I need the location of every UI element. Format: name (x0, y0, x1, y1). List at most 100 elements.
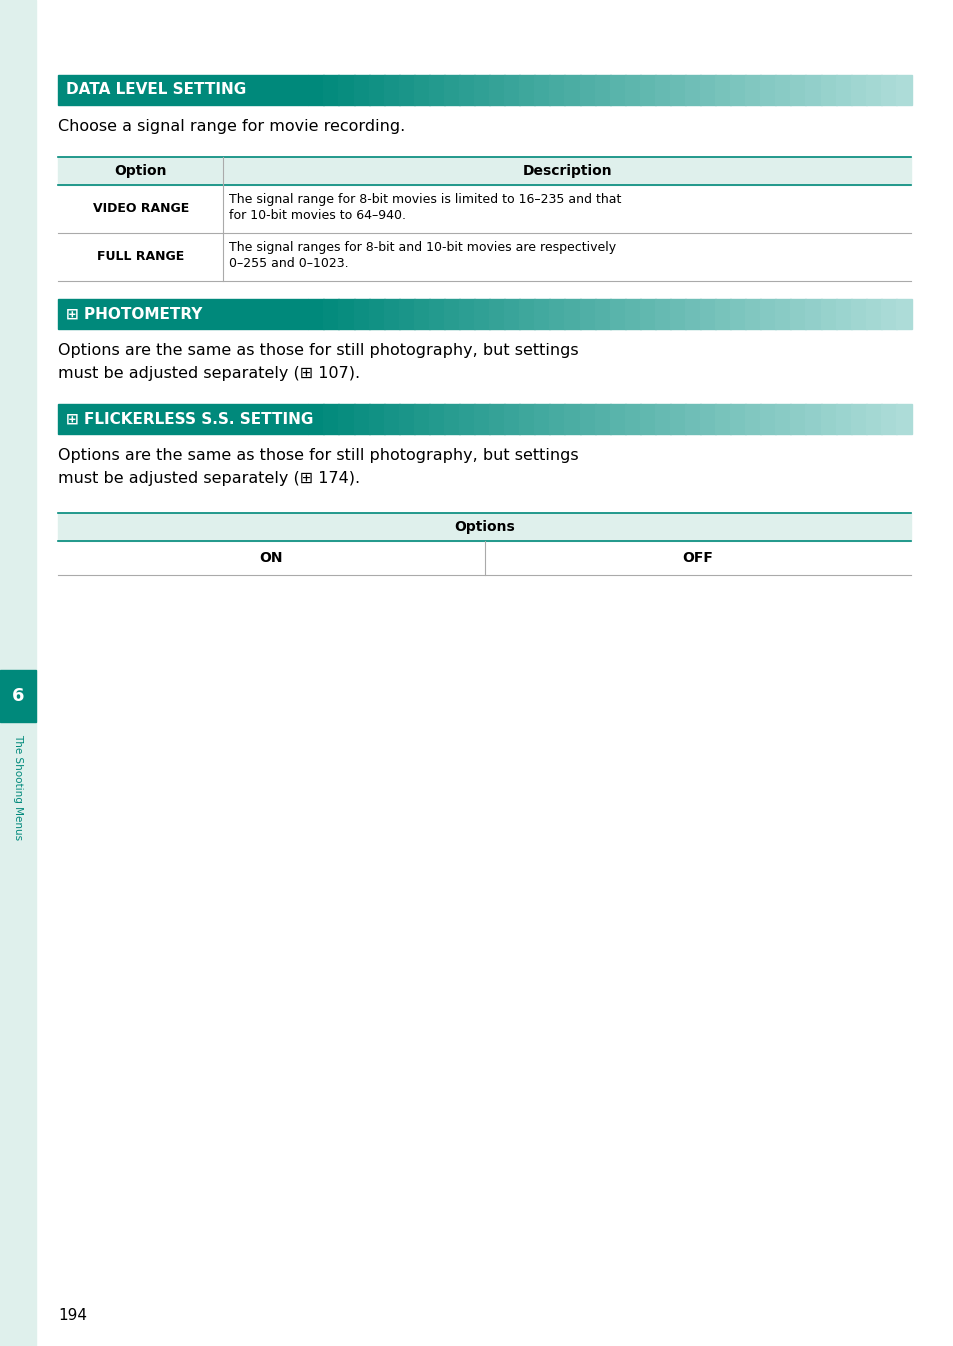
Bar (338, 299, 355, 328)
Bar (383, 75, 399, 105)
Bar (865, 75, 881, 105)
Text: must be adjusted separately (⊞ 107).: must be adjusted separately (⊞ 107). (58, 366, 360, 381)
Bar (58, 157, 910, 184)
Bar (880, 404, 896, 433)
Bar (715, 75, 730, 105)
Bar (684, 404, 700, 433)
Text: Options are the same as those for still photography, but settings: Options are the same as those for still … (58, 448, 578, 463)
Bar (354, 299, 369, 328)
Bar (58, 513, 910, 541)
Bar (639, 75, 655, 105)
Bar (458, 75, 475, 105)
Bar (368, 299, 384, 328)
Bar (654, 299, 670, 328)
Bar (865, 299, 881, 328)
Bar (429, 404, 444, 433)
Bar (578, 75, 595, 105)
Bar (0, 670, 36, 721)
Bar (624, 299, 640, 328)
Bar (0, 0, 36, 1346)
Bar (518, 404, 535, 433)
Text: VIDEO RANGE: VIDEO RANGE (92, 202, 189, 215)
Bar (338, 404, 355, 433)
Bar (700, 299, 716, 328)
Bar (775, 404, 791, 433)
Bar (383, 404, 399, 433)
Bar (489, 404, 505, 433)
Bar (804, 404, 821, 433)
Bar (729, 299, 745, 328)
Bar (744, 299, 760, 328)
Bar (503, 75, 519, 105)
Bar (398, 299, 415, 328)
Bar (820, 404, 836, 433)
Bar (534, 299, 550, 328)
Bar (338, 75, 355, 105)
Text: must be adjusted separately (⊞ 174).: must be adjusted separately (⊞ 174). (58, 471, 360, 486)
Bar (669, 75, 685, 105)
Bar (790, 299, 805, 328)
Bar (790, 404, 805, 433)
Bar (804, 299, 821, 328)
Bar (609, 404, 625, 433)
Bar (700, 404, 716, 433)
Bar (549, 75, 565, 105)
Text: 194: 194 (58, 1308, 87, 1323)
Text: ⊞ PHOTOMETRY: ⊞ PHOTOMETRY (66, 307, 202, 322)
Bar (609, 75, 625, 105)
Bar (308, 75, 324, 105)
Bar (518, 299, 535, 328)
Bar (414, 75, 430, 105)
Bar (323, 299, 339, 328)
Bar (489, 75, 505, 105)
Text: Description: Description (521, 164, 611, 178)
Bar (368, 75, 384, 105)
Bar (489, 299, 505, 328)
Bar (835, 404, 851, 433)
Bar (578, 404, 595, 433)
Text: Options: Options (454, 520, 515, 534)
Bar (474, 75, 490, 105)
Bar (443, 75, 459, 105)
Bar (429, 299, 444, 328)
Bar (700, 75, 716, 105)
Text: ⊞ FLICKERLESS S.S. SETTING: ⊞ FLICKERLESS S.S. SETTING (66, 412, 314, 427)
Bar (414, 299, 430, 328)
Bar (443, 404, 459, 433)
Bar (564, 75, 579, 105)
Bar (518, 75, 535, 105)
Bar (654, 404, 670, 433)
Bar (549, 404, 565, 433)
Bar (715, 404, 730, 433)
Bar (729, 404, 745, 433)
Bar (895, 75, 911, 105)
Bar (684, 75, 700, 105)
Text: The signal ranges for 8-bit and 10-bit movies are respectively: The signal ranges for 8-bit and 10-bit m… (229, 241, 616, 254)
Bar (880, 75, 896, 105)
Text: The Shooting Menus: The Shooting Menus (13, 734, 23, 840)
Bar (835, 299, 851, 328)
Bar (429, 75, 444, 105)
Bar (850, 404, 866, 433)
Text: DATA LEVEL SETTING: DATA LEVEL SETTING (66, 82, 246, 97)
Bar (654, 75, 670, 105)
Bar (669, 404, 685, 433)
Bar (58, 75, 308, 105)
Bar (458, 299, 475, 328)
Bar (549, 299, 565, 328)
Bar (850, 299, 866, 328)
Text: for 10-bit movies to 64–940.: for 10-bit movies to 64–940. (229, 209, 406, 222)
Bar (354, 404, 369, 433)
Bar (639, 404, 655, 433)
Bar (624, 404, 640, 433)
Bar (669, 299, 685, 328)
Bar (443, 299, 459, 328)
Bar (594, 299, 610, 328)
Bar (323, 75, 339, 105)
Bar (534, 404, 550, 433)
Bar (744, 404, 760, 433)
Bar (624, 75, 640, 105)
Bar (895, 299, 911, 328)
Bar (895, 404, 911, 433)
Text: Options are the same as those for still photography, but settings: Options are the same as those for still … (58, 343, 578, 358)
